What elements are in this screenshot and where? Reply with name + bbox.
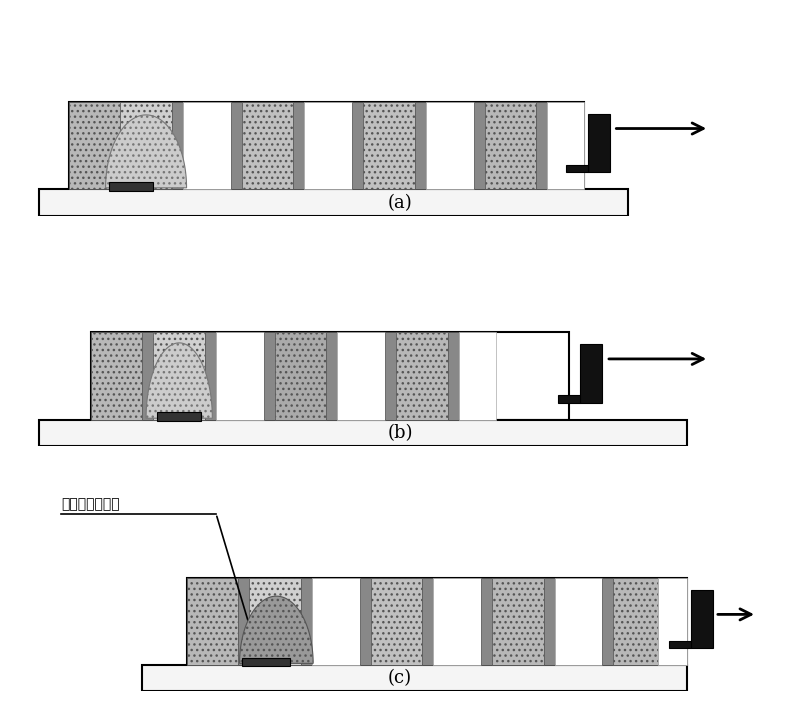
- Bar: [558, 395, 580, 402]
- Bar: [110, 182, 154, 191]
- Bar: [39, 189, 628, 216]
- Bar: [426, 102, 474, 189]
- Bar: [566, 165, 588, 172]
- Text: (a): (a): [388, 194, 412, 212]
- Bar: [91, 332, 142, 420]
- Bar: [485, 102, 536, 189]
- Bar: [338, 332, 386, 420]
- Bar: [690, 590, 713, 648]
- Bar: [370, 578, 422, 665]
- Bar: [39, 420, 687, 446]
- Bar: [422, 578, 433, 665]
- Bar: [543, 578, 554, 665]
- Text: (b): (b): [387, 425, 413, 443]
- Bar: [669, 641, 690, 648]
- Bar: [359, 578, 370, 665]
- Bar: [459, 332, 496, 420]
- Bar: [238, 578, 249, 665]
- Bar: [186, 578, 687, 665]
- Bar: [547, 102, 584, 189]
- Bar: [580, 344, 602, 402]
- Bar: [326, 332, 338, 420]
- Bar: [433, 578, 481, 665]
- Bar: [386, 332, 396, 420]
- Bar: [554, 578, 602, 665]
- Bar: [301, 578, 312, 665]
- Bar: [242, 657, 290, 666]
- Bar: [294, 102, 304, 189]
- Bar: [154, 332, 205, 420]
- Bar: [352, 102, 363, 189]
- Bar: [205, 332, 216, 420]
- Bar: [157, 413, 202, 421]
- Bar: [588, 114, 610, 172]
- Bar: [492, 578, 543, 665]
- Polygon shape: [146, 343, 212, 418]
- Bar: [474, 102, 485, 189]
- Bar: [304, 102, 352, 189]
- Bar: [448, 332, 459, 420]
- Bar: [275, 332, 326, 420]
- Bar: [69, 102, 120, 189]
- Text: 表面形成量子点: 表面形成量子点: [62, 497, 120, 511]
- Bar: [69, 102, 584, 189]
- Polygon shape: [239, 596, 313, 663]
- Bar: [658, 578, 687, 665]
- Bar: [172, 102, 183, 189]
- Bar: [186, 578, 238, 665]
- Bar: [614, 578, 658, 665]
- Bar: [264, 332, 275, 420]
- Bar: [481, 578, 492, 665]
- Bar: [142, 332, 154, 420]
- Bar: [396, 332, 448, 420]
- Polygon shape: [106, 115, 186, 188]
- Text: (c): (c): [388, 670, 412, 688]
- Bar: [91, 332, 570, 420]
- Bar: [120, 102, 172, 189]
- Bar: [216, 332, 264, 420]
- Bar: [312, 578, 359, 665]
- Bar: [602, 578, 614, 665]
- Bar: [414, 102, 426, 189]
- Bar: [536, 102, 547, 189]
- Bar: [230, 102, 242, 189]
- Bar: [142, 665, 687, 691]
- Bar: [242, 102, 294, 189]
- Bar: [183, 102, 230, 189]
- Bar: [363, 102, 414, 189]
- Bar: [249, 578, 301, 665]
